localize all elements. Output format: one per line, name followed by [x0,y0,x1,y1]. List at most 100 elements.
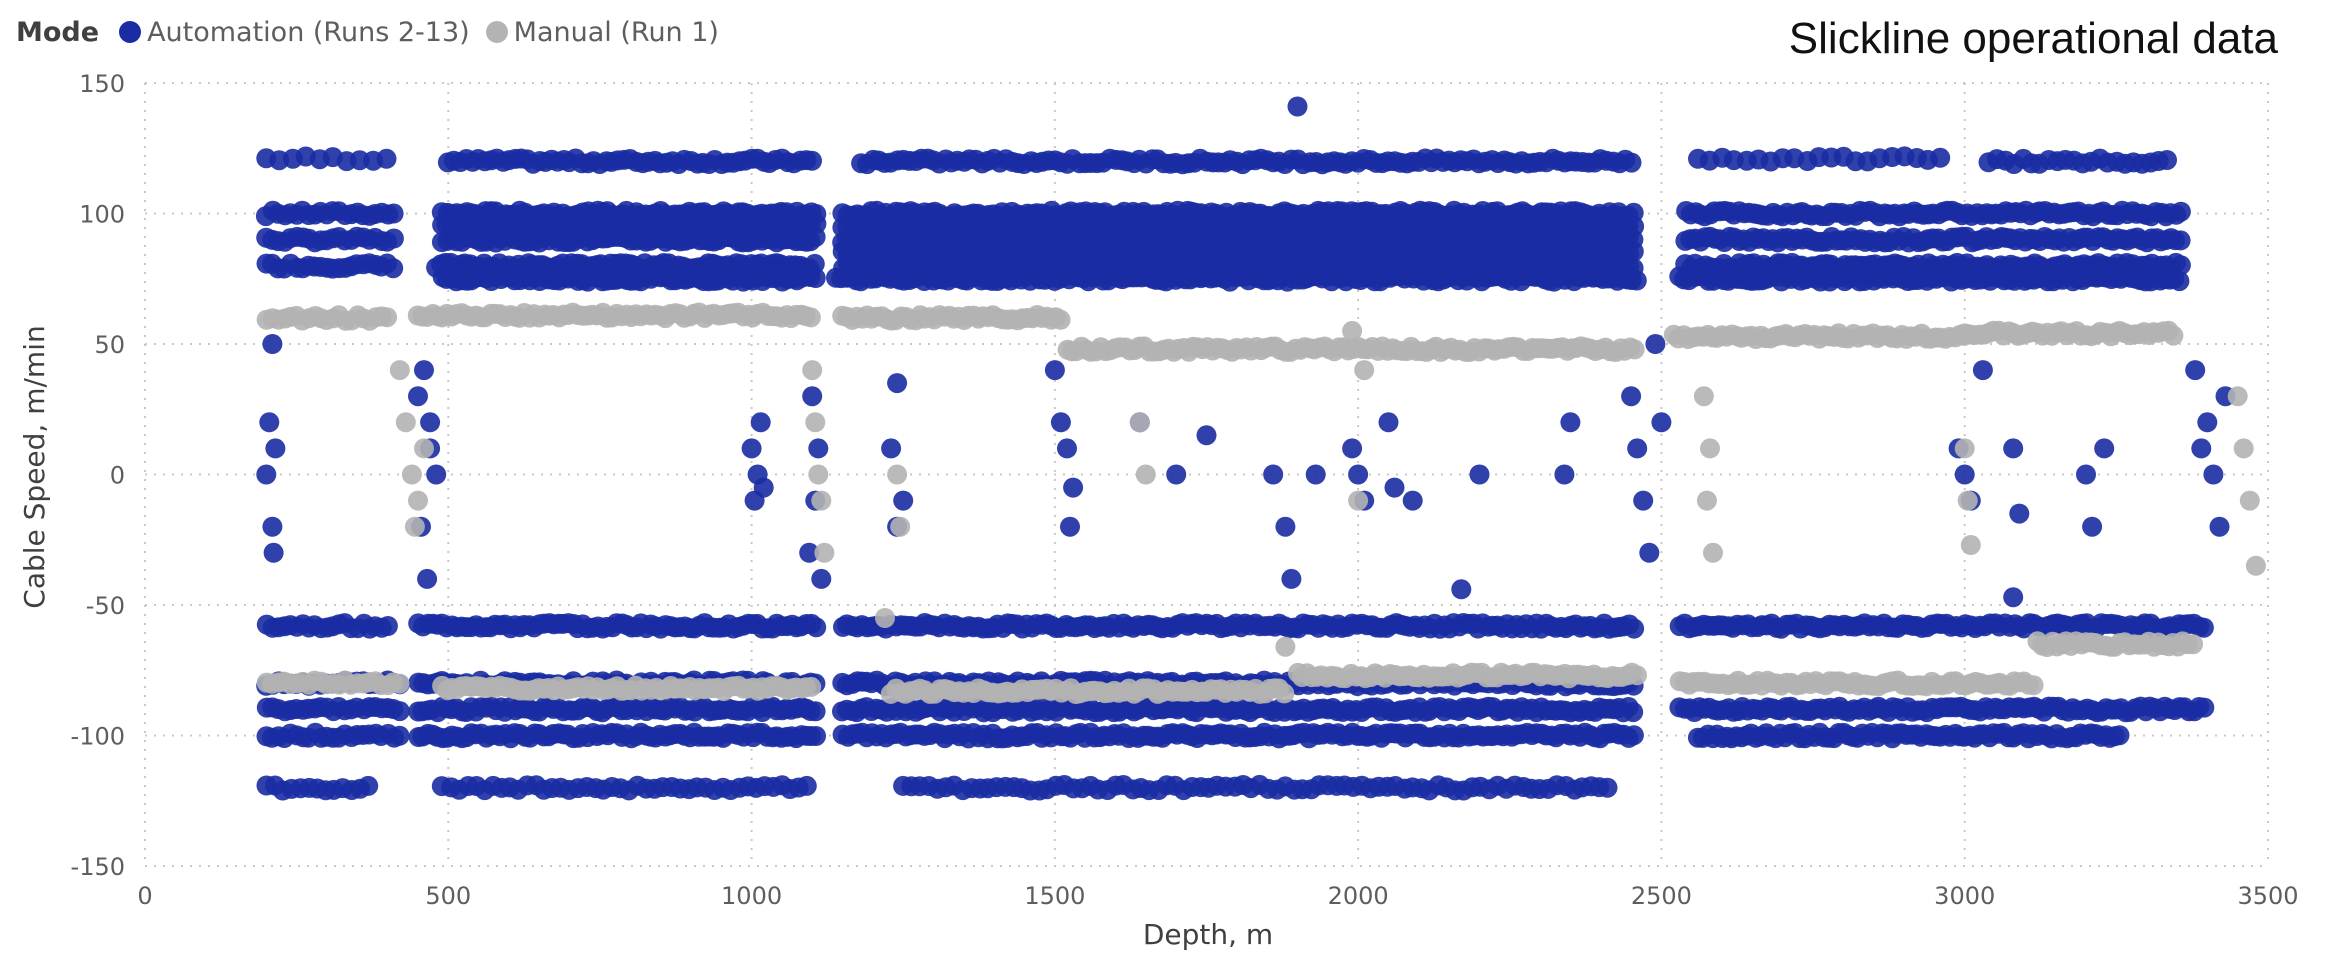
data-point [1626,270,1647,291]
data-point [1696,490,1717,511]
data-point [2094,438,2115,459]
series-automation [255,96,2236,801]
data-point [2194,697,2215,718]
data-point [1063,477,1084,498]
data-point [262,516,283,537]
data-point [265,438,286,459]
data-point [1044,360,1065,381]
data-point [1050,309,1071,330]
y-tick-label: 0 [110,462,125,490]
y-axis-label: Cable Speed, m/min [18,325,51,608]
x-tick-label: 2500 [1631,882,1692,910]
data-point [395,412,416,433]
data-point [800,307,821,328]
data-point [1402,490,1423,511]
legend-title: Mode [16,16,100,48]
data-point [1623,241,1644,262]
y-tick-labels: -150 -100 -50 0 50 100 150 [71,70,125,881]
data-point [1275,516,1296,537]
y-tick-label: 150 [79,70,125,98]
data-point [259,412,280,433]
data-point [1050,412,1071,433]
data-point [383,203,404,224]
data-point [389,701,410,722]
y-tick-label: -150 [71,853,125,881]
data-point [2239,490,2260,511]
data-point [2209,516,2230,537]
data-point [1633,490,1654,511]
x-tick-label: 1500 [1024,882,1085,910]
data-point [805,268,826,288]
data-point [1060,516,1080,537]
x-tick-labels: 0 500 1000 1500 2000 2500 3000 3500 [137,882,2298,910]
data-point [808,438,829,459]
data-point [805,412,826,433]
data-point [2245,555,2266,576]
data-point [806,617,827,638]
data-point [408,490,428,511]
data-point [2233,438,2254,459]
data-point [1135,464,1156,485]
x-tick-label: 500 [425,882,471,910]
x-tick-label: 2000 [1328,882,1389,910]
data-point [1703,542,1723,563]
data-point [414,438,434,459]
data-point [890,516,911,537]
x-tick-label: 3000 [1934,882,1995,910]
x-axis-label: Depth, m [1143,918,1273,951]
data-point [1960,535,1981,555]
data-point [802,386,823,407]
data-point [389,360,410,381]
data-point [389,725,410,746]
data-point [1651,412,1672,433]
data-point [741,438,762,459]
data-point [1281,568,1302,589]
data-point [426,464,447,485]
data-point [1954,438,1975,459]
data-point [1384,477,1405,498]
data-point [2169,271,2190,292]
x-tick-label: 3500 [2237,882,2298,910]
data-point [1597,777,1618,798]
data-point [408,386,428,407]
data-point [417,568,438,589]
data-point [811,568,832,589]
y-tick-label: -50 [86,592,125,620]
x-tick-label: 0 [137,882,152,910]
data-point [414,360,434,381]
data-point [875,608,895,628]
data-point [404,516,425,537]
data-point [1623,725,1644,746]
legend-item-manual[interactable]: Manual (Run 1) [485,17,719,48]
data-point [1700,438,1720,459]
data-point [1057,438,1077,459]
legend-item-automation[interactable]: Automation (Runs 2-13) [119,17,470,48]
corner-title: Slickline operational data [1788,14,2278,63]
data-point [2183,634,2204,655]
data-point [805,701,826,722]
data-point [811,490,832,511]
data-point [1621,152,1642,173]
data-point [1275,636,1296,657]
data-point [1624,618,1645,639]
data-point [893,490,914,511]
data-point [2082,516,2103,537]
data-point [2170,201,2191,222]
data-point [1287,96,1308,117]
data-point [887,464,908,485]
data-point [802,150,822,171]
data-point [2227,386,2248,407]
legend-marker-manual [485,21,508,43]
data-point [1378,412,1399,433]
grid-lines [144,82,2269,867]
x-tick-label: 1000 [721,882,782,910]
data-point [1972,360,1993,381]
data-point [806,726,826,746]
data-point [2003,587,2024,608]
data-point [796,775,817,796]
data-point [1957,490,1978,511]
data-point [1627,665,1647,686]
data-point [383,258,404,279]
data-point [1693,386,1714,407]
